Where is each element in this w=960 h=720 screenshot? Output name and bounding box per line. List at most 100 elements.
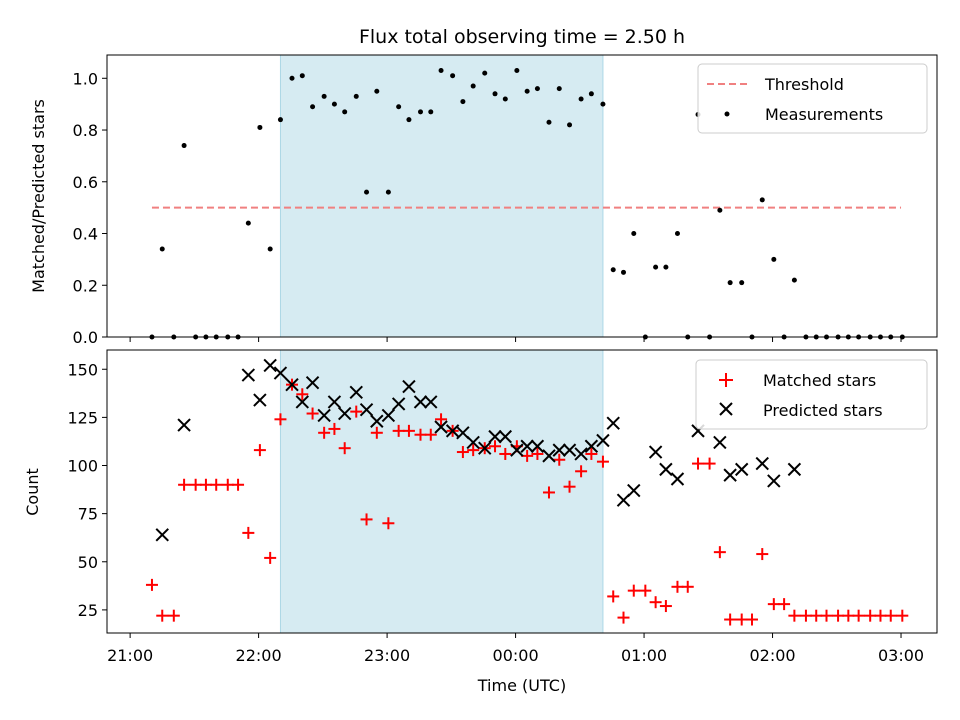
matched-star-point: [692, 457, 705, 470]
predicted-star-point: [606, 416, 620, 430]
measurement-point: [289, 75, 295, 81]
bottom-x-ticks: 21:00 22:00 23:00 00:00 01:00 02:00 03:00: [107, 633, 924, 665]
matched-star-point: [864, 609, 877, 622]
matched-star-point: [274, 413, 287, 426]
matched-star-point: [607, 590, 620, 603]
measurement-point: [267, 246, 273, 252]
measurement-point: [257, 124, 263, 130]
matched-star-point: [639, 584, 652, 597]
measurement-point: [342, 109, 348, 115]
predicted-star-point: [305, 376, 320, 390]
matched-star-point: [338, 442, 351, 455]
measurement-point: [717, 207, 723, 213]
predicted-star-point: [787, 462, 802, 477]
predicted-star-point: [445, 424, 460, 438]
x-tick-label: 03:00: [878, 646, 924, 665]
bottom-y-ticks: 25 50 75 100 125 150: [67, 360, 107, 620]
predicted-star-point: [466, 435, 480, 450]
measurement-point: [771, 256, 777, 262]
matched-star-point: [467, 444, 480, 457]
predicted-stars-points: [155, 358, 802, 542]
matched-star-point: [318, 426, 331, 439]
measurement-point: [277, 117, 283, 123]
y-tick-label: 125: [67, 408, 98, 427]
bottom-plot-frame: [106, 349, 938, 634]
legend-measurements-label: Measurements: [765, 105, 883, 124]
predicted-star-point: [755, 456, 769, 471]
measurement-point: [310, 104, 316, 110]
measurement-point: [406, 117, 412, 123]
predicted-star-point: [596, 433, 610, 448]
predicted-star-point: [177, 418, 191, 432]
matched-star-point: [810, 609, 823, 622]
matched-star-point: [713, 546, 726, 559]
legend-threshold-label: Threshold: [764, 75, 844, 94]
measurement-point: [534, 86, 540, 92]
predicted-star-point: [713, 435, 727, 450]
matched-star-point: [435, 413, 448, 426]
y-tick-label: 0.6: [73, 173, 98, 192]
measurement-point: [524, 88, 530, 94]
matched-star-point: [767, 598, 780, 611]
bottom-legend-box: [695, 359, 928, 430]
matched-star-point: [874, 609, 887, 622]
y-tick-label: 0.0: [73, 328, 98, 347]
predicted-star-point: [349, 385, 363, 400]
y-tick-label: 0.8: [73, 121, 98, 140]
predicted-star-point: [584, 439, 599, 453]
matched-star-point: [553, 453, 566, 466]
measurement-point: [181, 143, 187, 149]
measurement-point: [759, 197, 765, 203]
measurement-point: [364, 189, 370, 195]
matched-star-point: [264, 551, 277, 564]
predicted-star-point: [327, 395, 342, 409]
top-plot-frame: [106, 54, 938, 338]
predicted-star-point: [498, 429, 513, 444]
predicted-star-point: [317, 408, 331, 423]
measurement-point: [321, 93, 327, 99]
predicted-star-point: [659, 462, 673, 477]
matched-star-point: [232, 478, 245, 491]
top-legend-box: [697, 63, 928, 134]
predicted-star-point: [359, 402, 374, 417]
top-legend: Threshold Measurements: [697, 63, 928, 134]
matched-star-point: [456, 446, 469, 459]
matched-star-point: [402, 424, 415, 437]
matched-star-point: [382, 517, 395, 530]
measurement-point: [460, 99, 466, 105]
x-tick-label: 23:00: [364, 646, 410, 665]
x-tick-label: 21:00: [107, 646, 153, 665]
matched-star-point: [424, 428, 437, 441]
matched-star-point: [799, 609, 812, 622]
matched-star-point: [189, 478, 202, 491]
x-tick-label: 01:00: [621, 646, 667, 665]
predicted-star-point: [670, 472, 685, 486]
x-tick-label: 02:00: [749, 646, 795, 665]
measurement-point: [610, 267, 616, 273]
matched-star-point: [360, 513, 373, 526]
matched-star-point: [820, 609, 833, 622]
x-tick-label: 00:00: [493, 646, 539, 665]
matched-star-point: [596, 455, 609, 468]
matched-star-point: [724, 613, 737, 626]
predicted-star-point: [424, 395, 438, 409]
x-axis-label: Time (UTC): [477, 676, 566, 695]
y-tick-label: 75: [78, 505, 98, 524]
matched-star-point: [832, 609, 845, 622]
matched-star-point: [145, 578, 158, 591]
top-y-ticks: 0.0 0.2 0.4 0.6 0.8 1.0: [73, 69, 107, 347]
predicted-star-point: [253, 393, 267, 407]
matched-star-point: [842, 609, 855, 622]
top-x-tick-marks: [129, 337, 902, 342]
predicted-star-point: [723, 468, 737, 482]
predicted-star-point: [337, 406, 352, 421]
measurement-point: [653, 264, 659, 270]
matched-star-point: [489, 440, 502, 453]
matched-star-point: [199, 478, 212, 491]
legend-matched-swatch: [719, 373, 733, 387]
bottom-legend: Matched stars Predicted stars: [695, 359, 928, 430]
y-tick-label: 150: [67, 360, 98, 379]
predicted-star-point: [530, 439, 545, 453]
matched-star-point: [253, 444, 266, 457]
measurement-point: [396, 104, 402, 110]
